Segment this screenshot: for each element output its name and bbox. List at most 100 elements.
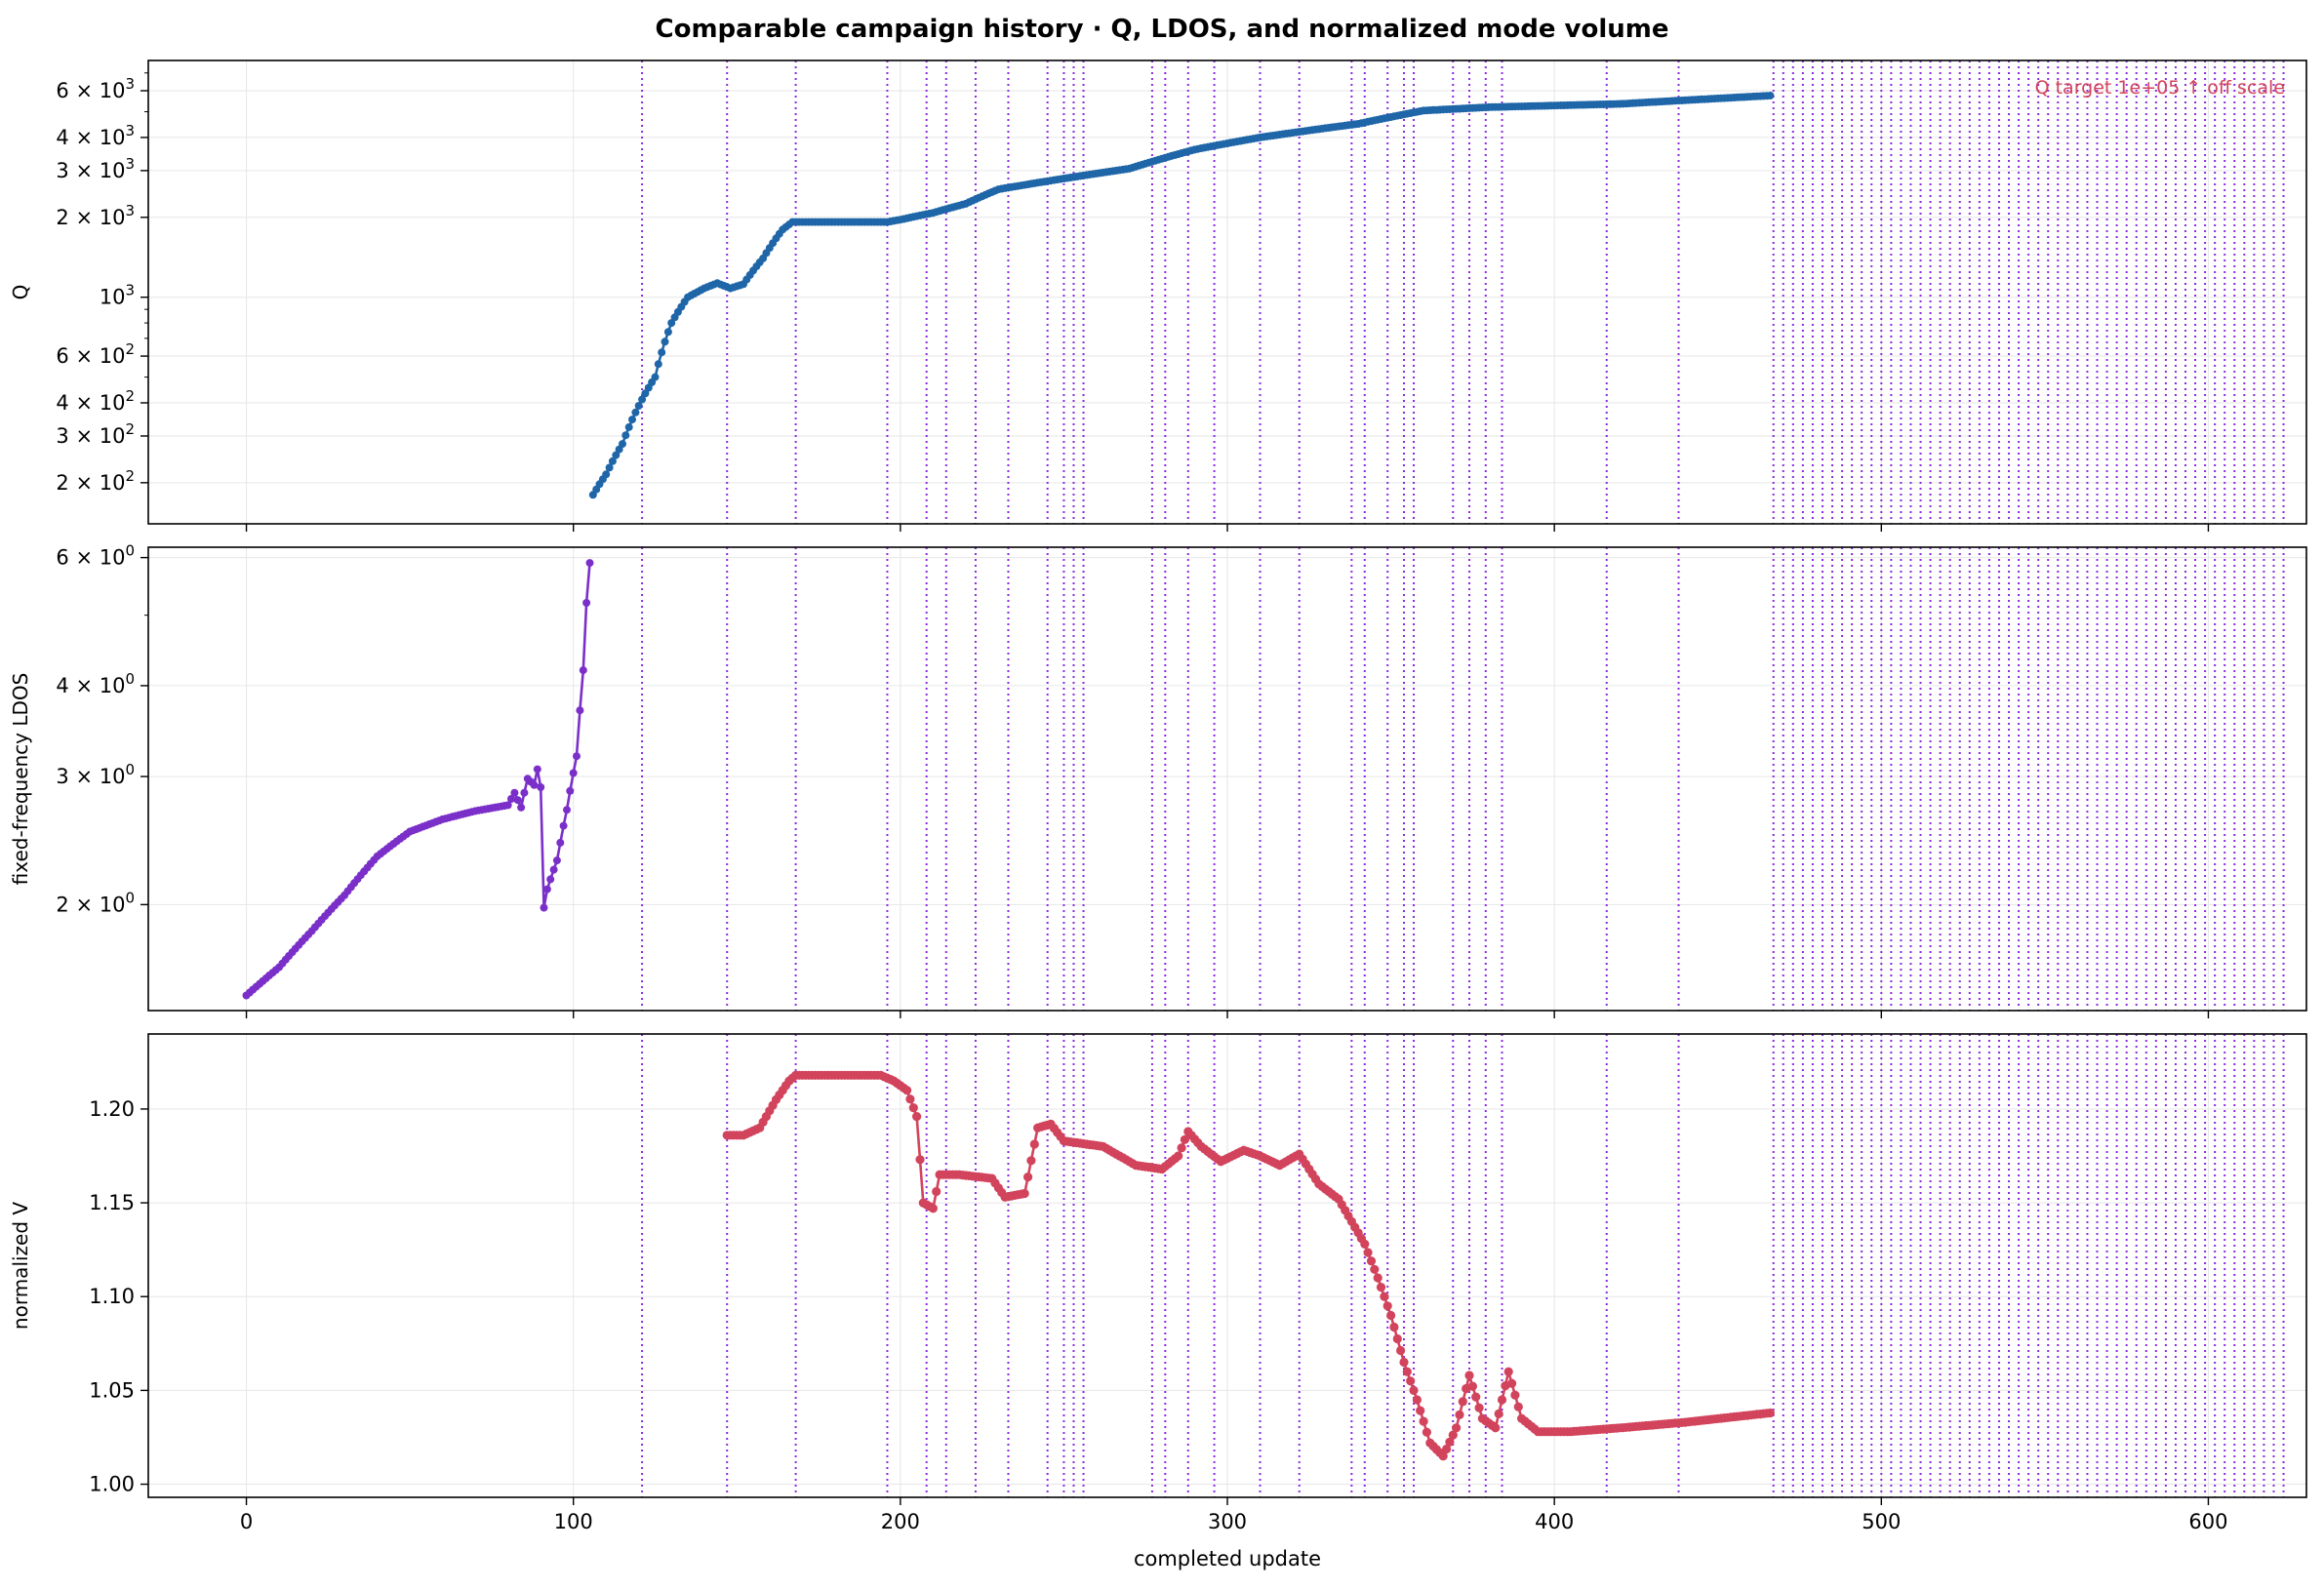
q-data-point [612,451,621,459]
x-tick-label: 100 [554,1510,593,1533]
volume-data-point [1464,1371,1474,1380]
x-tick-label: 400 [1535,1510,1574,1533]
ldos-data-point [566,786,575,795]
q-data-point [628,416,636,424]
volume-data-point [1494,1409,1503,1418]
ldos-grid [148,547,2306,1011]
volume-data-point [902,1086,912,1095]
ldos-data-point [542,885,551,894]
volume-y-tick-label: 1.15 [89,1191,135,1214]
volume-data-point [1029,1139,1039,1149]
volume-data-point [1370,1264,1380,1274]
volume-data-point [1020,1188,1029,1199]
volume-data-point [1363,1248,1373,1257]
ldos-data-point [559,821,568,830]
ldos-y-tick-label: 3 × 100 [56,761,135,788]
ldos-data-point [582,599,591,607]
q-y-tick-label: 6 × 102 [56,340,135,368]
volume-data-point [1445,1437,1455,1447]
ldos-y-tick-label: 4 × 100 [56,670,135,697]
ldos-data-point [540,903,548,912]
ldos-data-point [552,856,561,865]
ldos-data-point [513,796,522,805]
ldos-data-point [520,788,529,797]
ldos-data-point [546,875,555,884]
volume-y-ticks: 1.00 1.05 1.10 1.15 1.20 [89,1097,148,1496]
ldos-data-point [573,752,581,761]
volume-data-point [1023,1173,1033,1182]
volume-y-tick-label: 1.10 [89,1285,135,1308]
x-tick-label: 600 [2188,1510,2227,1533]
volume-data-point [1452,1423,1462,1433]
volume-data-point [1438,1451,1448,1461]
volume-data-point [928,1204,939,1213]
q-y-tick-label: 3 × 103 [56,155,135,182]
x-tick-label: 500 [1862,1510,1901,1533]
ldos-data-point [563,806,571,815]
q-data-point [663,328,672,337]
q-data-point [621,431,630,440]
volume-data-point [1765,1408,1775,1418]
x-tick-label: 0 [240,1510,253,1533]
q-grid [148,60,2306,524]
volume-data-point [1376,1283,1386,1292]
q-y-tick-label: 103 [100,282,135,309]
panel-ldos: 2 × 100 3 × 100 4 × 100 6 × 100 fixed-frequ… [9,542,2307,1018]
volume-y-tick-label: 1.05 [89,1378,135,1402]
volume-data-point [1510,1390,1520,1400]
ldos-event-lines [641,547,2285,1011]
volume-data-point [1389,1322,1399,1332]
volume-data-point [1503,1367,1513,1376]
volume-data-point [1402,1367,1412,1376]
volume-data-point [912,1112,922,1122]
q-data-point [651,373,660,381]
ldos-data-point [537,783,545,791]
volume-data-point [1416,1406,1425,1415]
q-y-tick-label: 6 × 103 [56,75,135,102]
volume-data-point [1406,1376,1416,1386]
volume-data-point [1448,1430,1458,1440]
volume-event-lines [641,1034,2285,1497]
q-data-point [631,408,640,417]
ldos-series [242,559,594,1000]
ldos-x-ticks [245,1011,2210,1018]
q-y-ticks: 2 × 102 3 × 102 4 × 102 6 × 102 103 2 × 103 3 … [56,72,148,495]
volume-data-point [1412,1395,1422,1405]
q-series [588,92,1775,499]
volume-series-line [727,1074,1771,1458]
ldos-data-point [556,838,565,847]
q-data-point [661,338,669,346]
q-data-point [624,422,633,431]
q-y-tick-label: 2 × 103 [56,202,135,229]
volume-data-point [908,1103,918,1113]
volume-data-point [1471,1392,1481,1402]
q-y-label: Q [9,285,32,300]
q-target-annotation: Q target 1e+05 ↑ off scale [2035,77,2285,99]
q-y-tick-label: 3 × 102 [56,420,135,448]
panel-volume: 1.00 1.05 1.10 1.15 1.20 0 100 200 300 400 500 600… [9,1033,2307,1533]
volume-data-point [1373,1273,1382,1283]
ldos-data-point [579,666,587,675]
ldos-y-ticks: 2 × 100 3 × 100 4 × 100 6 × 100 [56,542,148,916]
ldos-data-point [507,795,515,803]
q-data-point [641,389,650,398]
q-y-tick-label: 2 × 102 [56,467,135,495]
volume-data-point [1467,1381,1477,1391]
ldos-data-point [530,780,539,789]
ldos-data-point [503,801,512,810]
q-data-point [634,402,643,410]
volume-y-tick-label: 1.20 [89,1097,135,1121]
q-data-point [608,457,617,465]
volume-data-point [1386,1310,1396,1321]
volume-data-point [1360,1239,1370,1249]
ldos-data-point [576,706,584,715]
volume-y-label: normalized V [9,1202,32,1330]
x-tick-label: 200 [881,1510,920,1533]
q-data-point [658,348,666,357]
q-data-point [602,470,611,479]
volume-y-tick-label: 1.00 [89,1473,135,1496]
volume-data-point [1026,1156,1036,1166]
volume-data-point [1491,1423,1501,1433]
volume-data-point [915,1155,925,1165]
